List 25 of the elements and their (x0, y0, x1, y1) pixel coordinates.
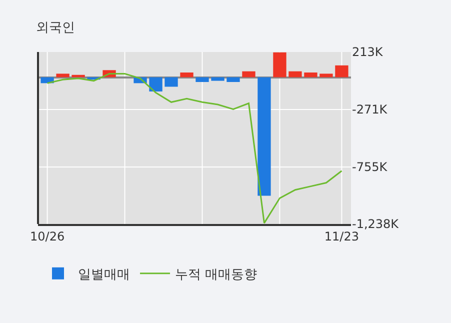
bar (320, 74, 333, 78)
bar (258, 77, 271, 196)
bar (149, 77, 162, 92)
legend-label: 일별매매 (78, 267, 130, 282)
bar (72, 74, 85, 78)
bar (288, 71, 302, 78)
y-tick-label: -1,238K (352, 217, 400, 232)
line-series (46, 72, 342, 224)
x-tick-label: 11/23 (324, 229, 359, 244)
x-tick-label: 10/26 (30, 229, 65, 244)
y-tick-label: -755K (352, 160, 388, 174)
bar (226, 77, 240, 82)
y-tick-label: -271K (352, 102, 388, 117)
bar (304, 72, 318, 78)
legend-label: 누적 매매동향 (175, 267, 258, 282)
bar (273, 52, 286, 78)
y-tick-label: 213K (352, 45, 384, 60)
bar (242, 71, 256, 78)
bar (196, 77, 209, 82)
bar (180, 72, 194, 78)
bar (164, 77, 178, 87)
bar (335, 65, 348, 78)
chart-title: 외국인 (36, 20, 76, 36)
bar (56, 74, 70, 78)
bar (211, 77, 224, 81)
